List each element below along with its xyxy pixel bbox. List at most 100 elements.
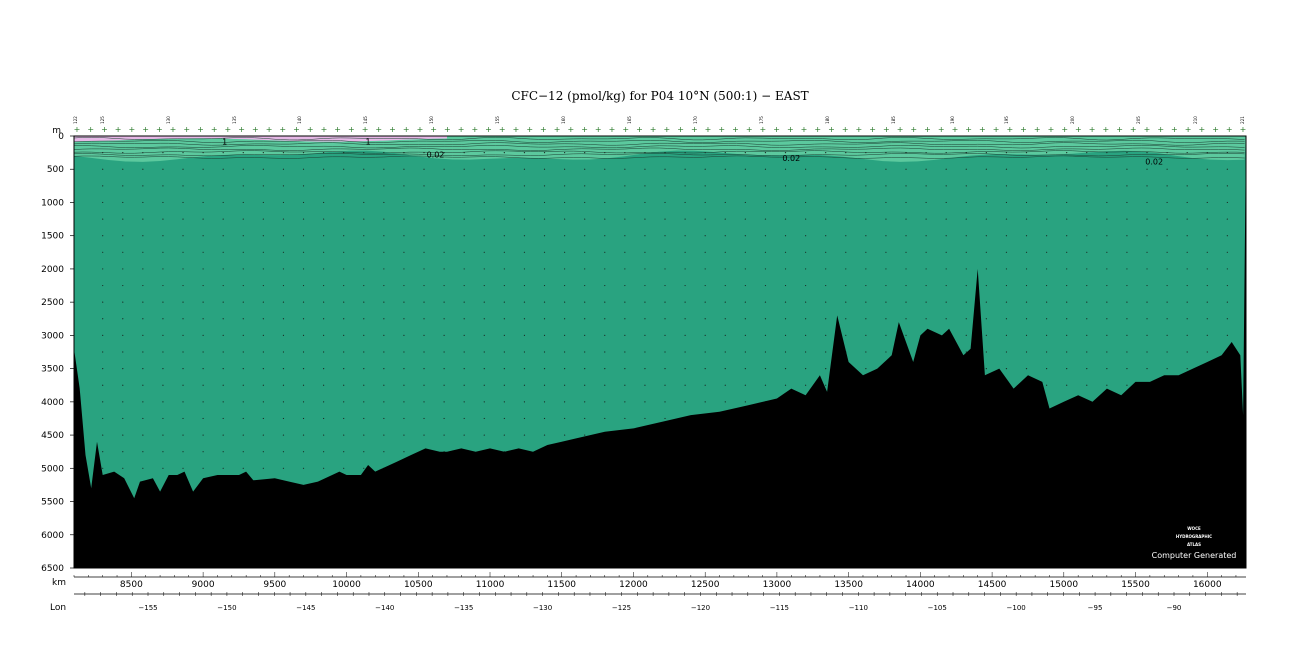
sample-dot — [363, 417, 365, 420]
sample-dot — [644, 384, 646, 386]
sample-dot — [1066, 235, 1068, 237]
sample-dot — [1025, 334, 1028, 336]
sample-dot — [182, 301, 184, 303]
sample-dot — [543, 417, 546, 420]
sample-dot — [523, 235, 526, 237]
sample-dot — [1186, 334, 1188, 336]
x-tick-label: 15500 — [1121, 580, 1150, 590]
sample-dot — [1025, 301, 1028, 303]
sample-dot — [1005, 268, 1008, 270]
sample-dot — [664, 251, 666, 253]
sample-dot — [282, 467, 285, 469]
sample-dot — [784, 218, 787, 220]
sample-dot — [684, 384, 686, 386]
sample-dot — [1146, 201, 1148, 204]
x-tick-label: 15000 — [1049, 580, 1078, 590]
sample-dot — [985, 152, 987, 154]
sample-dot — [1066, 284, 1068, 287]
sample-dot — [584, 301, 586, 303]
sample-dot — [604, 368, 606, 370]
sample-dot — [202, 384, 204, 386]
sample-dot — [1226, 185, 1228, 187]
sample-dot — [1066, 251, 1068, 253]
sample-dot — [343, 467, 345, 469]
sample-dot — [463, 434, 465, 436]
sample-dot — [1146, 284, 1148, 287]
sample-dot — [684, 218, 686, 220]
sample-dot — [1106, 201, 1108, 204]
sample-dot — [1025, 318, 1028, 320]
sample-dot — [845, 152, 847, 154]
sample-dot — [182, 168, 184, 170]
sample-dot — [624, 185, 626, 187]
sample-dot — [363, 301, 365, 303]
sample-dot — [1005, 351, 1008, 353]
contour-labels-group: 1 1 0.02 0.02 0.02 — [222, 137, 1163, 166]
sample-dot — [262, 268, 264, 270]
chart-title: CFC−12 (pmol/kg) for P04 10°N (500:1) − … — [511, 89, 809, 103]
sample-dot — [744, 268, 746, 270]
sample-dot — [383, 451, 385, 453]
sample-dot — [102, 318, 104, 320]
sample-dot — [985, 351, 987, 353]
sample-dot — [142, 168, 144, 170]
sample-dot — [1126, 368, 1128, 370]
sample-dot — [1046, 185, 1048, 187]
y-tick-label: 5000 — [41, 464, 64, 474]
sample-dot — [363, 451, 365, 453]
sample-dot — [162, 451, 164, 453]
station-marker: + — [595, 125, 602, 134]
sample-dot — [503, 401, 505, 403]
sample-dot — [423, 434, 425, 436]
sample-dot — [604, 235, 606, 237]
sample-dot — [704, 384, 706, 386]
sample-dot — [182, 235, 184, 237]
sample-dot — [1166, 334, 1168, 336]
sample-dot — [784, 268, 787, 270]
sample-dot — [483, 334, 485, 336]
sample-dot — [262, 417, 264, 420]
sample-dot — [845, 168, 847, 170]
sample-dot — [925, 301, 927, 303]
station-marker: + — [924, 125, 931, 134]
sample-dot — [1186, 318, 1188, 320]
sample-dot — [764, 185, 767, 187]
sample-dot — [182, 318, 184, 320]
sample-dot — [624, 284, 626, 287]
sample-dot — [142, 268, 144, 270]
sample-dot — [343, 318, 345, 320]
sample-dot — [865, 368, 867, 370]
sample-dot — [684, 318, 686, 320]
sample-dot — [764, 152, 767, 154]
sample-dot — [242, 384, 244, 386]
x-tick-label: 13000 — [763, 580, 792, 590]
sample-dot — [604, 351, 606, 353]
sample-dot — [624, 368, 626, 370]
sample-dot — [122, 301, 124, 303]
sample-dot — [664, 351, 666, 353]
sample-dot — [684, 168, 686, 170]
sample-dot — [1086, 168, 1088, 170]
sample-dot — [564, 318, 566, 320]
sample-dot — [885, 168, 887, 170]
sample-dot — [764, 218, 767, 220]
sample-dot — [122, 318, 124, 320]
sample-dot — [865, 201, 867, 204]
sample-dot — [122, 152, 124, 154]
sample-dot — [202, 451, 204, 453]
sample-dot — [162, 152, 164, 154]
sample-dot — [784, 185, 787, 187]
station-marker: + — [883, 125, 890, 134]
sample-dot — [644, 168, 646, 170]
sample-dot — [262, 318, 264, 320]
sample-dot — [764, 168, 767, 170]
lon-tick-label: −135 — [454, 604, 473, 612]
sample-dot — [162, 168, 164, 170]
sample-dot — [805, 201, 807, 204]
sample-dot — [1106, 368, 1108, 370]
sample-dot — [624, 384, 626, 386]
station-marker: + — [979, 125, 986, 134]
sample-dot — [323, 268, 325, 270]
sample-dot — [383, 185, 385, 187]
